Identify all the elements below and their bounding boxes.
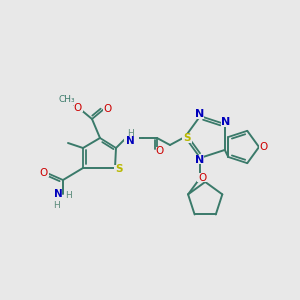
Text: S: S	[115, 164, 123, 174]
Bar	[40, 169, 49, 177]
Bar	[221, 118, 231, 127]
Bar	[197, 173, 207, 182]
Bar	[259, 142, 269, 152]
Text: N: N	[195, 109, 204, 119]
Text: N: N	[195, 155, 204, 165]
Text: N: N	[221, 117, 230, 127]
Text: O: O	[74, 103, 82, 113]
Bar	[182, 134, 192, 142]
Text: O: O	[156, 146, 164, 156]
Bar	[194, 155, 204, 164]
Bar	[61, 140, 67, 146]
Text: H: H	[64, 190, 71, 200]
Text: H: H	[128, 130, 134, 139]
Bar	[155, 147, 164, 155]
Text: O: O	[260, 142, 268, 152]
Bar	[51, 201, 61, 209]
Text: O: O	[40, 168, 48, 178]
Bar	[124, 132, 139, 142]
Bar	[64, 193, 73, 201]
Text: O: O	[103, 104, 111, 114]
Text: H: H	[52, 200, 59, 209]
Bar	[194, 110, 204, 118]
Bar	[51, 191, 61, 200]
Text: CH₃: CH₃	[59, 95, 75, 104]
Bar	[74, 104, 82, 112]
Text: S: S	[183, 133, 191, 143]
Bar	[56, 95, 78, 104]
Bar	[114, 164, 124, 173]
Bar	[103, 105, 112, 113]
Text: O: O	[198, 173, 206, 183]
Text: N: N	[126, 136, 134, 146]
Text: N: N	[54, 189, 62, 199]
